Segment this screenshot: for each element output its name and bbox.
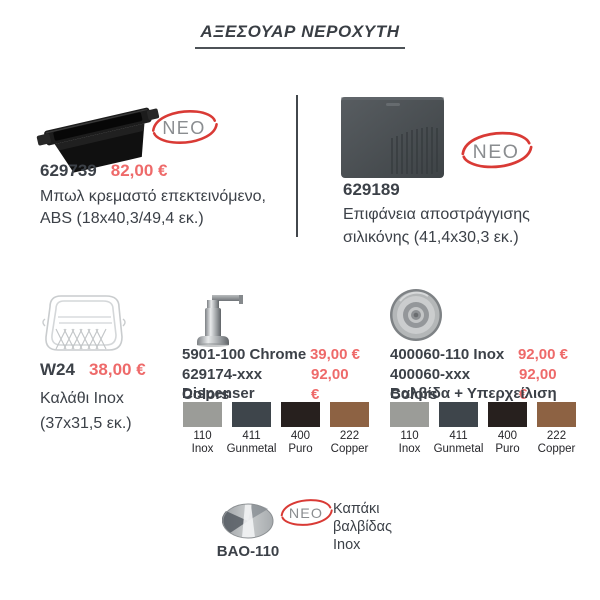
silicone-surface-product-image	[341, 97, 444, 178]
basket-code-line: W24 38,00 €	[40, 360, 146, 380]
neo-badge: NEO	[151, 110, 218, 144]
neo-badge: NEO	[461, 131, 533, 169]
bowl-product-image	[36, 107, 160, 173]
swatch-chip-puro	[281, 402, 320, 427]
swatch-num: 222	[546, 430, 567, 442]
swatch-num: 400	[497, 430, 518, 442]
neo-ring-top	[151, 110, 217, 132]
neo-ring-bottom	[281, 509, 333, 526]
valve-color-swatches: 110 Inox 411 Gunmetal 400 Puro 222 Copper	[390, 402, 576, 455]
basket-price: 38,00 €	[88, 360, 146, 379]
bowl-price: 82,00 €	[110, 161, 168, 180]
swatch-copper: 222 Copper	[537, 402, 576, 455]
swatch-chip-copper	[330, 402, 369, 427]
swatch-chip-puro	[488, 402, 527, 427]
bowl-code-line: 629739 82,00 €	[40, 161, 167, 181]
swatch-num: 400	[290, 430, 311, 442]
swatch-name: Gunmetal	[433, 442, 484, 455]
swatch-num: 411	[449, 430, 468, 442]
cap-product-image	[222, 503, 274, 539]
valve-pricing: 400060-110 Inox 92,00 € 400060-xxx Color…	[390, 345, 568, 405]
swatch-name: Copper	[537, 442, 576, 455]
dispenser-price-chrome: 39,00 €	[309, 346, 360, 363]
swatch-inox: 110 Inox	[183, 402, 222, 455]
silicone-desc-line2: σιλικόνης (41,4x30,3 εκ.)	[343, 229, 519, 246]
swatch-num: 110	[400, 430, 419, 442]
dispenser-name: Dispenser	[182, 385, 255, 402]
swatch-chip-inox	[390, 402, 429, 427]
bowl-desc-line1: Μπωλ κρεμαστό επεκτεινόμενο,	[40, 188, 266, 205]
neo-badge-label: NEO	[162, 118, 205, 138]
basket-desc-line2: (37x31,5 εκ.)	[40, 415, 132, 432]
cap-code: BAO-110	[216, 543, 280, 560]
swatch-chip-inox	[183, 402, 222, 427]
dispenser-price-colors: 92,00 €	[311, 366, 349, 403]
dispenser-row-colors: 629174-xxx Colors 92,00 €	[182, 365, 360, 405]
swatch-name: Puro	[495, 442, 520, 455]
section-divider	[296, 95, 298, 237]
basket-description: Καλάθι Inox (37x31,5 εκ.)	[40, 386, 132, 436]
silicone-desc-line1: Επιφάνεια αποστράγγισης	[343, 206, 530, 223]
bowl-code: 629739	[40, 161, 97, 180]
valve-code-colors: 400060-xxx Colors	[390, 366, 471, 403]
silicone-code: 629189	[343, 180, 400, 199]
swatch-num: 222	[339, 430, 360, 442]
dispenser-pricing: 5901-100 Chrome 39,00 € 629174-xxx Color…	[182, 345, 360, 405]
page-title-wrap: ΑΞΕΣΟΥΑΡ ΝΕΡΟΧΥΤΗ	[0, 22, 600, 49]
valve-code-inox: 400060-110 Inox	[390, 346, 505, 363]
neo-badge-label: NEO	[289, 506, 323, 522]
swatch-chip-gunmetal	[439, 402, 478, 427]
dispenser-color-swatches: 110 Inox 411 Gunmetal 400 Puro 222 Copper	[183, 402, 369, 455]
basket-product-image	[42, 295, 126, 351]
basket-desc-line1: Καλάθι Inox	[40, 390, 124, 407]
cap-desc-line1: Καπάκι	[333, 501, 380, 517]
swatch-inox: 110 Inox	[390, 402, 429, 455]
swatch-puro: 400 Puro	[488, 402, 527, 455]
neo-badge-label: NEO	[473, 141, 520, 163]
valve-price-inox: 92,00 €	[517, 346, 568, 363]
cap-desc-line2: βαλβίδας	[333, 519, 392, 535]
swatch-name: Inox	[398, 442, 421, 455]
neo-ring-top	[461, 131, 531, 156]
swatch-chip-gunmetal	[232, 402, 271, 427]
valve-product-image	[390, 289, 442, 341]
valve-price-colors: 92,00 €	[519, 366, 557, 403]
neo-badge: NEO	[280, 499, 333, 526]
valve-name: Βαλβίδα + Υπερχείλιση	[390, 385, 557, 402]
page-title: ΑΞΕΣΟΥΑΡ ΝΕΡΟΧΥΤΗ	[195, 22, 405, 49]
dispenser-product-image	[197, 295, 243, 347]
swatch-name: Gunmetal	[226, 442, 277, 455]
swatch-name: Inox	[191, 442, 214, 455]
neo-ring-bottom	[152, 123, 218, 144]
dispenser-row-chrome: 5901-100 Chrome 39,00 €	[182, 345, 360, 365]
cap-desc-line3: Inox	[333, 537, 361, 553]
swatch-gunmetal: 411 Gunmetal	[434, 402, 483, 455]
basket-code: W24	[40, 360, 75, 379]
swatch-chip-copper	[537, 402, 576, 427]
swatch-num: 110	[193, 430, 212, 442]
swatch-num: 411	[242, 430, 261, 442]
bowl-desc-line2: ABS (18x40,3/49,4 εκ.)	[40, 210, 204, 227]
dispenser-code-chrome: 5901-100 Chrome	[182, 346, 307, 363]
valve-row-inox: 400060-110 Inox 92,00 €	[390, 345, 568, 365]
swatch-puro: 400 Puro	[281, 402, 320, 455]
neo-ring-top	[280, 499, 332, 517]
silicone-description: Επιφάνεια αποστράγγισης σιλικόνης (41,4x…	[343, 203, 530, 249]
swatch-copper: 222 Copper	[330, 402, 369, 455]
dispenser-code-colors: 629174-xxx Colors	[182, 366, 263, 403]
swatch-name: Copper	[330, 442, 369, 455]
cap-description: Καπάκι βαλβίδας Inox	[333, 500, 392, 554]
bowl-description: Μπωλ κρεμαστό επεκτεινόμενο, ABS (18x40,…	[40, 186, 266, 230]
swatch-gunmetal: 411 Gunmetal	[227, 402, 276, 455]
swatch-name: Puro	[288, 442, 313, 455]
valve-row-colors: 400060-xxx Colors 92,00 €	[390, 365, 568, 405]
neo-ring-bottom	[462, 145, 533, 169]
